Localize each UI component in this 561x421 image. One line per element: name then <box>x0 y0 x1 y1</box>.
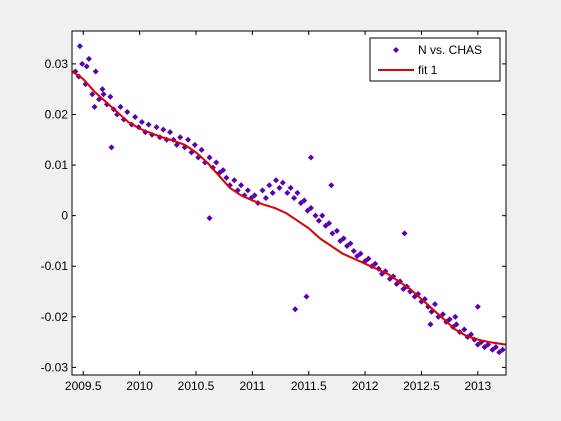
scatter-point <box>461 326 468 333</box>
scatter-point <box>315 217 322 224</box>
scatter-point <box>365 255 372 262</box>
x-axis: 2009.5 2010 2010.5 2011 2011.5 2012 2012.5 2013 <box>65 31 491 393</box>
scatter-point <box>213 159 220 166</box>
scatter-point <box>301 197 308 204</box>
legend-diamond-icon <box>393 47 399 53</box>
scatter-point <box>191 141 198 148</box>
plot-frame <box>71 30 507 376</box>
scatter-point <box>100 91 107 98</box>
scatter-point <box>99 86 106 93</box>
scatter-point <box>307 154 314 161</box>
x-tick-label: 2013 <box>464 379 491 393</box>
scatter-point <box>259 187 266 194</box>
scatter-point <box>244 187 251 194</box>
x-tick-label: 2010 <box>126 379 153 393</box>
scatter-point <box>294 189 301 196</box>
scatter-point <box>79 60 86 67</box>
scatter-point <box>160 126 167 133</box>
scatter-point <box>145 121 152 128</box>
plot-area <box>72 31 506 375</box>
scatter-point <box>279 179 286 186</box>
scatter-point <box>273 177 280 184</box>
x-tick-label: 2012 <box>352 379 379 393</box>
fit-line <box>71 70 507 346</box>
y-tick-label: 0.02 <box>45 107 69 121</box>
scatter-point <box>307 205 314 212</box>
y-tick-label: -0.03 <box>41 360 69 374</box>
scatter-point <box>276 184 283 191</box>
scatter-point <box>350 248 357 255</box>
scatter-point <box>474 303 481 310</box>
scatter-point <box>177 134 184 141</box>
scatter-point <box>238 182 245 189</box>
scatter-point <box>153 124 160 131</box>
scatter-point <box>284 189 291 196</box>
y-tick-label: 0 <box>61 209 68 223</box>
scatter-point <box>446 316 453 323</box>
scatter-point <box>499 346 506 353</box>
x-tick-label: 2012.5 <box>403 379 440 393</box>
scatter-point <box>340 235 347 242</box>
scatter-point <box>138 119 145 126</box>
scatter-point <box>231 177 238 184</box>
legend-label-line: fit 1 <box>418 63 438 77</box>
scatter-point <box>83 63 90 70</box>
scatter-point <box>223 174 230 181</box>
scatter-point <box>266 182 273 189</box>
scatter-point <box>167 129 174 136</box>
x-tick-label: 2011.5 <box>291 379 327 393</box>
scatter-point <box>492 344 499 351</box>
scatter-point <box>431 301 438 308</box>
y-tick-label: 0.03 <box>45 57 69 71</box>
scatter-point <box>291 194 298 201</box>
scatter-point <box>198 146 205 153</box>
scatter-point <box>92 68 99 75</box>
legend-box <box>369 37 501 82</box>
fit-line-layer <box>71 70 507 346</box>
scatter-point <box>303 293 310 300</box>
scatter-point <box>107 93 114 100</box>
scatter-point <box>76 43 83 50</box>
legend-label-scatter: N vs. CHAS <box>418 43 482 57</box>
scatter-point <box>117 103 124 110</box>
scatter-point <box>329 230 336 237</box>
scatter-point <box>292 306 299 313</box>
scatter-point <box>453 321 460 328</box>
scatter-point <box>124 108 131 115</box>
scatter-point <box>85 55 92 62</box>
scatter-point <box>251 192 258 199</box>
scatter-point <box>427 321 434 328</box>
x-tick-label: 2009.5 <box>65 379 102 393</box>
y-tick-label: -0.02 <box>41 310 69 324</box>
y-tick-label: 0.01 <box>45 158 69 172</box>
x-tick-label: 2010.5 <box>178 379 215 393</box>
scatter-point <box>132 114 139 120</box>
scatter-point <box>357 250 364 257</box>
scatter-point <box>372 260 379 267</box>
scatter-point <box>328 182 335 189</box>
scatter-point <box>206 215 213 222</box>
scatter-point <box>89 91 96 98</box>
scatter-point <box>326 220 333 227</box>
legend-marker-scatter <box>393 47 399 53</box>
scatter-point <box>269 189 276 196</box>
scatter-point <box>333 227 340 234</box>
x-tick-label: 2011 <box>239 379 265 393</box>
scatter-point <box>319 212 326 219</box>
scatter-point <box>108 144 115 151</box>
legend: N vs. CHAS fit 1 <box>369 37 501 82</box>
y-axis: 0.03 0.02 0.01 0 -0.01 -0.02 -0.03 <box>41 57 506 374</box>
y-tick-label: -0.01 <box>41 259 69 273</box>
scatter-point <box>262 194 269 201</box>
scatter-point <box>452 313 459 320</box>
scatter-point <box>185 136 192 143</box>
scatter-point <box>287 184 294 191</box>
scatter-point <box>312 212 319 219</box>
scatter-point <box>220 167 227 174</box>
scatter-point <box>347 240 354 247</box>
scatter-point <box>91 103 98 110</box>
scatter-point <box>206 154 213 161</box>
scatter-point <box>401 230 408 237</box>
